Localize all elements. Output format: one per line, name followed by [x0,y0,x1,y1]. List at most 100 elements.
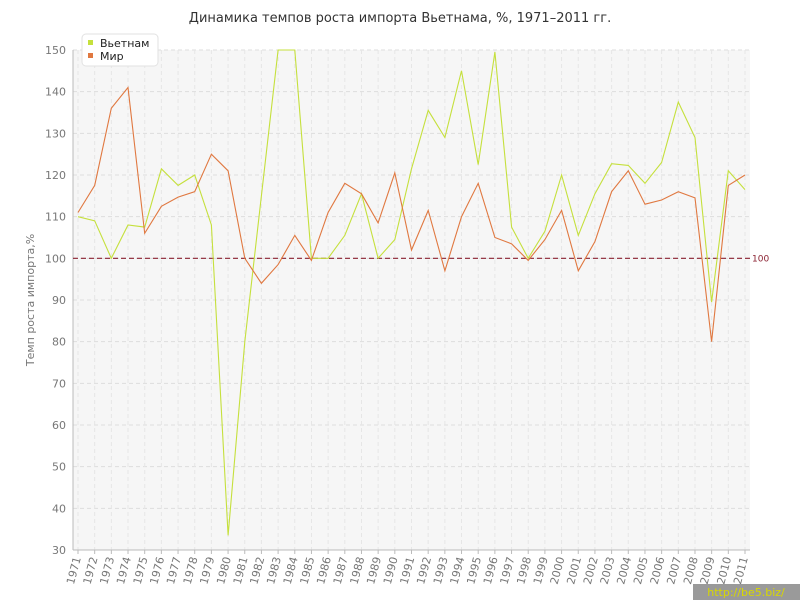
data-point[interactable] [494,51,496,53]
data-point[interactable] [394,172,396,174]
data-point[interactable] [177,184,179,186]
data-point[interactable] [694,136,696,138]
data-point[interactable] [644,203,646,205]
data-point[interactable] [410,249,412,251]
data-point[interactable] [377,222,379,224]
watermark-background [693,584,800,600]
data-point[interactable] [444,270,446,272]
data-point[interactable] [560,174,562,176]
data-point[interactable] [510,243,512,245]
data-point[interactable] [177,196,179,198]
data-point[interactable] [327,211,329,213]
data-point[interactable] [244,257,246,259]
data-point[interactable] [93,220,95,222]
data-point[interactable] [544,230,546,232]
data-point[interactable] [227,534,229,536]
legend[interactable]: Вьетнам Мир [81,33,159,67]
data-point[interactable] [77,211,79,213]
data-point[interactable] [344,234,346,236]
data-point[interactable] [360,193,362,195]
legend-swatch-vietnam [88,40,93,45]
data-point[interactable] [244,340,246,342]
data-point[interactable] [294,234,296,236]
data-point[interactable] [210,153,212,155]
data-point[interactable] [160,168,162,170]
data-point[interactable] [744,174,746,176]
data-point[interactable] [110,257,112,259]
data-point[interactable] [677,101,679,103]
data-point[interactable] [277,49,279,51]
data-point[interactable] [727,170,729,172]
data-point[interactable] [544,238,546,240]
y-tick-label: 110 [45,211,66,224]
legend-label-vietnam: Вьетнам [100,37,149,50]
data-point[interactable] [410,168,412,170]
data-point[interactable] [710,340,712,342]
data-point[interactable] [144,232,146,234]
data-point[interactable] [160,205,162,207]
data-point[interactable] [627,164,629,166]
y-tick-label: 60 [52,419,66,432]
data-point[interactable] [427,109,429,111]
y-tick-label: 70 [52,377,66,390]
data-point[interactable] [527,259,529,261]
data-point[interactable] [260,282,262,284]
watermark-text[interactable]: http://be5.biz/ [707,586,785,599]
data-point[interactable] [644,182,646,184]
data-point[interactable] [610,190,612,192]
data-point[interactable] [594,193,596,195]
data-point[interactable] [694,197,696,199]
y-tick-label: 90 [52,294,66,307]
data-point[interactable] [460,215,462,217]
data-point[interactable] [93,184,95,186]
y-tick-label: 30 [52,544,66,557]
y-axis-label: Темп роста импорта,% [24,234,37,367]
data-point[interactable] [394,238,396,240]
data-point[interactable] [577,270,579,272]
data-point[interactable] [210,224,212,226]
reference-line-group: 100 [73,254,769,264]
data-point[interactable] [660,199,662,201]
series-line-world[interactable] [77,86,746,342]
data-point[interactable] [344,182,346,184]
data-point[interactable] [710,301,712,303]
data-point[interactable] [627,170,629,172]
data-point[interactable] [277,263,279,265]
data-point[interactable] [127,224,129,226]
data-point[interactable] [310,259,312,261]
series-line-vietnam[interactable] [77,49,746,536]
data-point[interactable] [327,257,329,259]
data-point[interactable] [494,236,496,238]
y-tick-label: 40 [52,502,66,515]
data-point[interactable] [727,184,729,186]
data-point[interactable] [194,174,196,176]
data-point[interactable] [110,107,112,109]
data-point[interactable] [610,163,612,165]
data-point[interactable] [127,86,129,88]
y-tick-label: 80 [52,336,66,349]
data-point[interactable] [77,215,79,217]
y-tick-label: 100 [45,252,66,265]
data-point[interactable] [560,209,562,211]
legend-swatch-world [88,53,93,58]
data-point[interactable] [744,188,746,190]
watermark[interactable]: http://be5.biz/ [693,584,800,600]
data-point[interactable] [260,195,262,197]
data-point[interactable] [477,182,479,184]
y-tick-label: 50 [52,461,66,474]
data-point[interactable] [194,190,196,192]
data-point[interactable] [510,226,512,228]
data-point[interactable] [460,70,462,72]
data-point[interactable] [594,240,596,242]
data-point[interactable] [227,170,229,172]
data-point[interactable] [660,161,662,163]
data-point[interactable] [677,190,679,192]
data-point[interactable] [377,257,379,259]
data-point[interactable] [477,163,479,165]
data-point[interactable] [577,234,579,236]
data-point[interactable] [427,209,429,211]
y-tick-label: 130 [45,127,66,140]
data-point[interactable] [294,49,296,51]
data-point[interactable] [444,136,446,138]
